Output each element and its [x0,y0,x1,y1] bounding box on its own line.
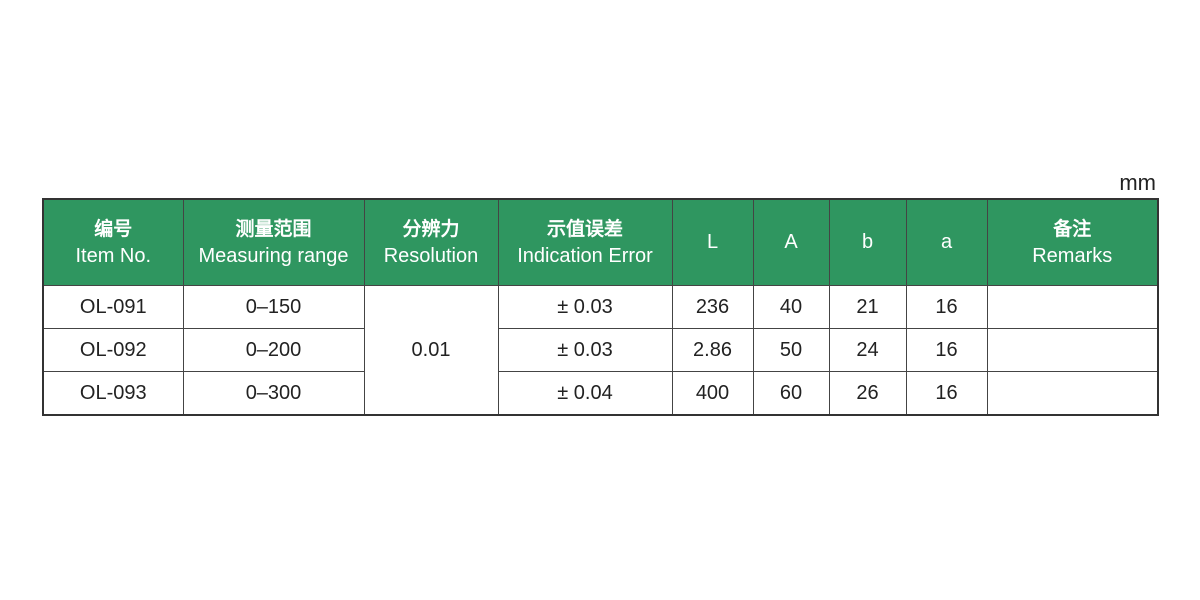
a-value: 16 [905,371,988,416]
item-no: OL-093 [42,371,184,416]
indication-error: ± 0.03 [497,285,673,329]
indication-error: ± 0.03 [497,328,673,372]
table-row: OL-091 0–150 0.01 ± 0.03 236 40 21 16 [42,285,1159,416]
A-value: 40 [752,285,830,329]
header-measuring-range: 测量范围 Measuring range [182,198,365,286]
header-resolution: 分辨力 Resolution [363,198,499,286]
item-no: OL-092 [42,328,184,372]
a-value: 16 [905,328,988,372]
L-value: 236 [671,285,754,329]
measuring-range: 0–200 [182,328,365,372]
header-b: b [828,198,907,286]
header-row: 编号 Item No. 测量范围 Measuring range 分辨力 Resolu… [42,198,1159,286]
table-row: OL-093 0–300 ± 0.04 400 60 26 16 [42,371,1159,416]
item-no: OL-091 [42,285,184,329]
remarks [986,328,1159,372]
header-item-no: 编号 Item No. [42,198,184,286]
header-indication-error: 示值误差 Indication Error [497,198,673,286]
header-a: a [905,198,988,286]
resolution: 0.01 [363,285,499,416]
A-value: 60 [752,371,830,416]
header-L: L [671,198,754,286]
unit-label: mm [1119,170,1156,195]
indication-error: ± 0.04 [497,371,673,416]
measuring-range: 0–150 [182,285,365,329]
spec-table: 编号 Item No. 测量范围 Measuring range 分辨力 Resolu… [42,198,1159,416]
a-value: 16 [905,285,988,329]
b-value: 21 [828,285,907,329]
remarks [986,285,1159,329]
header-A: A [752,198,830,286]
measuring-range: 0–300 [182,371,365,416]
A-value: 50 [752,328,830,372]
L-value: 2.86 [671,328,754,372]
table-row: OL-092 0–200 ± 0.03 2.86 50 24 16 [42,328,1159,372]
remarks [986,371,1159,416]
b-value: 26 [828,371,907,416]
header-remarks: 备注 Remarks [986,198,1159,286]
b-value: 24 [828,328,907,372]
L-value: 400 [671,371,754,416]
